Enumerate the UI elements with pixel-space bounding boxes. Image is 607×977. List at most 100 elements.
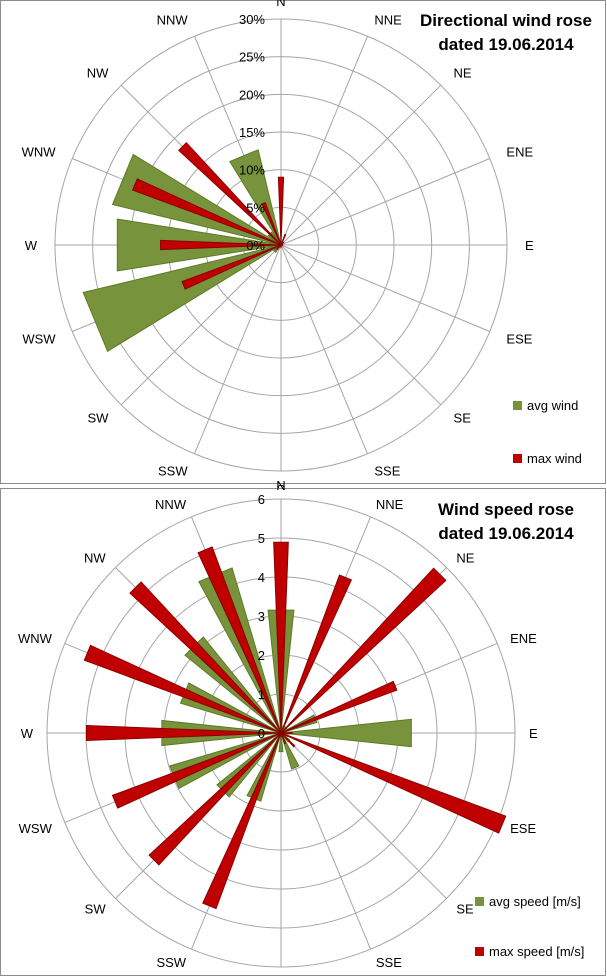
petal-max-speed-m-s-e xyxy=(280,732,293,734)
direction-label-ese: ESE xyxy=(510,821,536,836)
tick-label: 30% xyxy=(239,12,265,27)
direction-label-nne: NNE xyxy=(374,13,402,28)
petal-max-speed-m-s-ese xyxy=(280,732,507,834)
tick-label: 1 xyxy=(258,687,265,702)
wind-speed-rose-chart: 0 1 2 3 4 5 6N NNE NE ENE E ESE SE SSE S SSW SW WSW W WNW NW… xyxy=(18,478,538,977)
direction-labels: NNNENEENEEESESESSESSSWSWWSWWWNWNWNNW xyxy=(22,0,534,497)
petal-avg-wind-wsw xyxy=(82,244,282,353)
petal-max-speed-m-s-w xyxy=(85,725,282,741)
petal-max-speed-m-s-ne xyxy=(280,567,447,734)
direction-label-ene: ENE xyxy=(510,631,537,646)
direction-label-wsw: WSW xyxy=(22,331,56,346)
tick-label: 0 xyxy=(258,726,265,741)
petal-max-wind-w xyxy=(160,239,282,251)
petal-max-wind-nne xyxy=(280,233,287,246)
direction-label-w: W xyxy=(21,726,34,741)
series-max-wind xyxy=(131,142,287,290)
tick-label: 25% xyxy=(239,50,265,65)
petal-max-speed-m-s-sse xyxy=(280,732,287,745)
grid-spoke xyxy=(280,158,490,246)
petal-max-wind-nnw xyxy=(261,201,282,246)
petal-max-speed-m-s-sw xyxy=(148,732,282,866)
chart-title-line-2: dated 19.06.2014 xyxy=(438,35,574,54)
grid-spoke xyxy=(280,244,368,454)
direction-label-e: E xyxy=(529,726,538,741)
petal-max-wind-wnw xyxy=(131,178,282,246)
petal-max-speed-m-s-n xyxy=(273,541,289,734)
tick-label: 6 xyxy=(258,492,265,507)
direction-label-nnw: NNW xyxy=(157,13,189,28)
petal-max-wind-nw xyxy=(178,142,282,246)
chart-title: Wind speed rose dated 19.06.2014 xyxy=(411,498,601,546)
grid-spoke xyxy=(280,732,447,899)
direction-label-w: W xyxy=(25,238,38,253)
direction-label-ssw: SSW xyxy=(156,955,186,970)
direction-label-ene: ENE xyxy=(506,145,533,160)
tick-label: 10% xyxy=(239,163,265,178)
radial-tick-labels: 0% 5% 10% 15% 20% 25% 30% xyxy=(239,12,265,253)
grid-spoke xyxy=(120,244,282,406)
directional-wind-rose-panel: 0%5%10%15%20%25%30%NNNENEENEEESESESSESSS… xyxy=(0,0,606,497)
chart-title-line-2: dated 19.06.2014 xyxy=(438,524,574,543)
grid-spoke xyxy=(194,244,282,454)
direction-labels: NNNENEENEEESESESSESSSWSWWSWWWNWNWNNW xyxy=(18,478,538,977)
chart-title-line-1: Directional wind rose xyxy=(420,11,592,30)
direction-label-sw: SW xyxy=(88,411,110,426)
petal-max-speed-m-s-wsw xyxy=(111,732,282,809)
radial-tick-labels: 0 1 2 3 4 5 6 xyxy=(258,492,265,741)
legend-label-avg-speed: avg speed [m/s] xyxy=(489,894,581,909)
direction-label-nw: NW xyxy=(84,551,106,566)
tick-label: 5 xyxy=(258,531,265,546)
legend-swatch-avg xyxy=(475,897,484,906)
direction-label-sse: SSE xyxy=(376,955,402,970)
chart-title-line-1: Wind speed rose xyxy=(438,500,574,519)
legend-label-max-wind: max wind xyxy=(527,451,582,466)
direction-label-se: SE xyxy=(456,901,474,916)
direction-label-nw: NW xyxy=(87,65,109,80)
grid-spoke xyxy=(280,36,368,246)
legend-item-max-speed: max speed [m/s] xyxy=(475,944,584,959)
grid-spoke xyxy=(280,244,490,332)
petal-avg-wind-wnw xyxy=(111,153,282,246)
tick-label: 2 xyxy=(258,648,265,663)
tick-label: 5% xyxy=(246,200,265,215)
grid-spoke xyxy=(280,732,372,950)
tick-label: 20% xyxy=(239,87,265,102)
direction-label-nnw: NNW xyxy=(155,497,187,512)
petal-max-speed-m-s-wnw xyxy=(83,644,282,734)
radial-grid xyxy=(54,18,508,472)
petal-avg-speed-m-s-e xyxy=(280,718,412,748)
direction-label-se: SE xyxy=(454,411,472,426)
direction-label-ne: NE xyxy=(456,551,474,566)
legend-item-avg-wind: avg wind xyxy=(513,398,578,413)
direction-label-wsw: WSW xyxy=(19,821,53,836)
tick-label: 4 xyxy=(258,570,265,585)
direction-label-wnw: WNW xyxy=(22,145,57,160)
petal-max-wind-sw xyxy=(275,244,282,251)
tick-label: 0% xyxy=(246,238,265,253)
directional-wind-rose-chart: 0%5%10%15%20%25%30%NNNENEENEEESESESSESSS… xyxy=(22,0,534,497)
petal-avg-speed-m-s-s xyxy=(278,732,284,753)
direction-label-wnw: WNW xyxy=(18,631,53,646)
direction-label-n: N xyxy=(276,0,285,9)
direction-label-nne: NNE xyxy=(376,497,404,512)
direction-label-s: S xyxy=(277,974,286,977)
legend-item-max-wind: max wind xyxy=(513,451,582,466)
direction-label-ese: ESE xyxy=(506,331,532,346)
legend-swatch-avg xyxy=(513,401,522,410)
legend-item-avg-speed: avg speed [m/s] xyxy=(475,894,581,909)
petal-avg-wind-nnw xyxy=(229,149,282,246)
petal-max-speed-m-s-se xyxy=(280,732,296,748)
grid-spoke xyxy=(280,244,442,406)
legend-label-max-speed: max speed [m/s] xyxy=(489,944,585,959)
wind-speed-rose-panel: 0 1 2 3 4 5 6N NNE NE ENE E ESE SE SSE S SSW SW WSW W WNW NW… xyxy=(0,478,606,977)
legend-swatch-max xyxy=(513,454,522,463)
direction-label-e: E xyxy=(525,238,534,253)
legend-swatch-max xyxy=(475,947,484,956)
petal-max-wind-n xyxy=(277,176,285,246)
direction-label-n: N xyxy=(276,478,285,493)
direction-label-ne: NE xyxy=(454,65,472,80)
chart-title: Directional wind rose dated 19.06.2014 xyxy=(406,9,606,57)
petal-max-speed-m-s-nne xyxy=(280,574,353,734)
tick-label: 15% xyxy=(239,125,265,140)
